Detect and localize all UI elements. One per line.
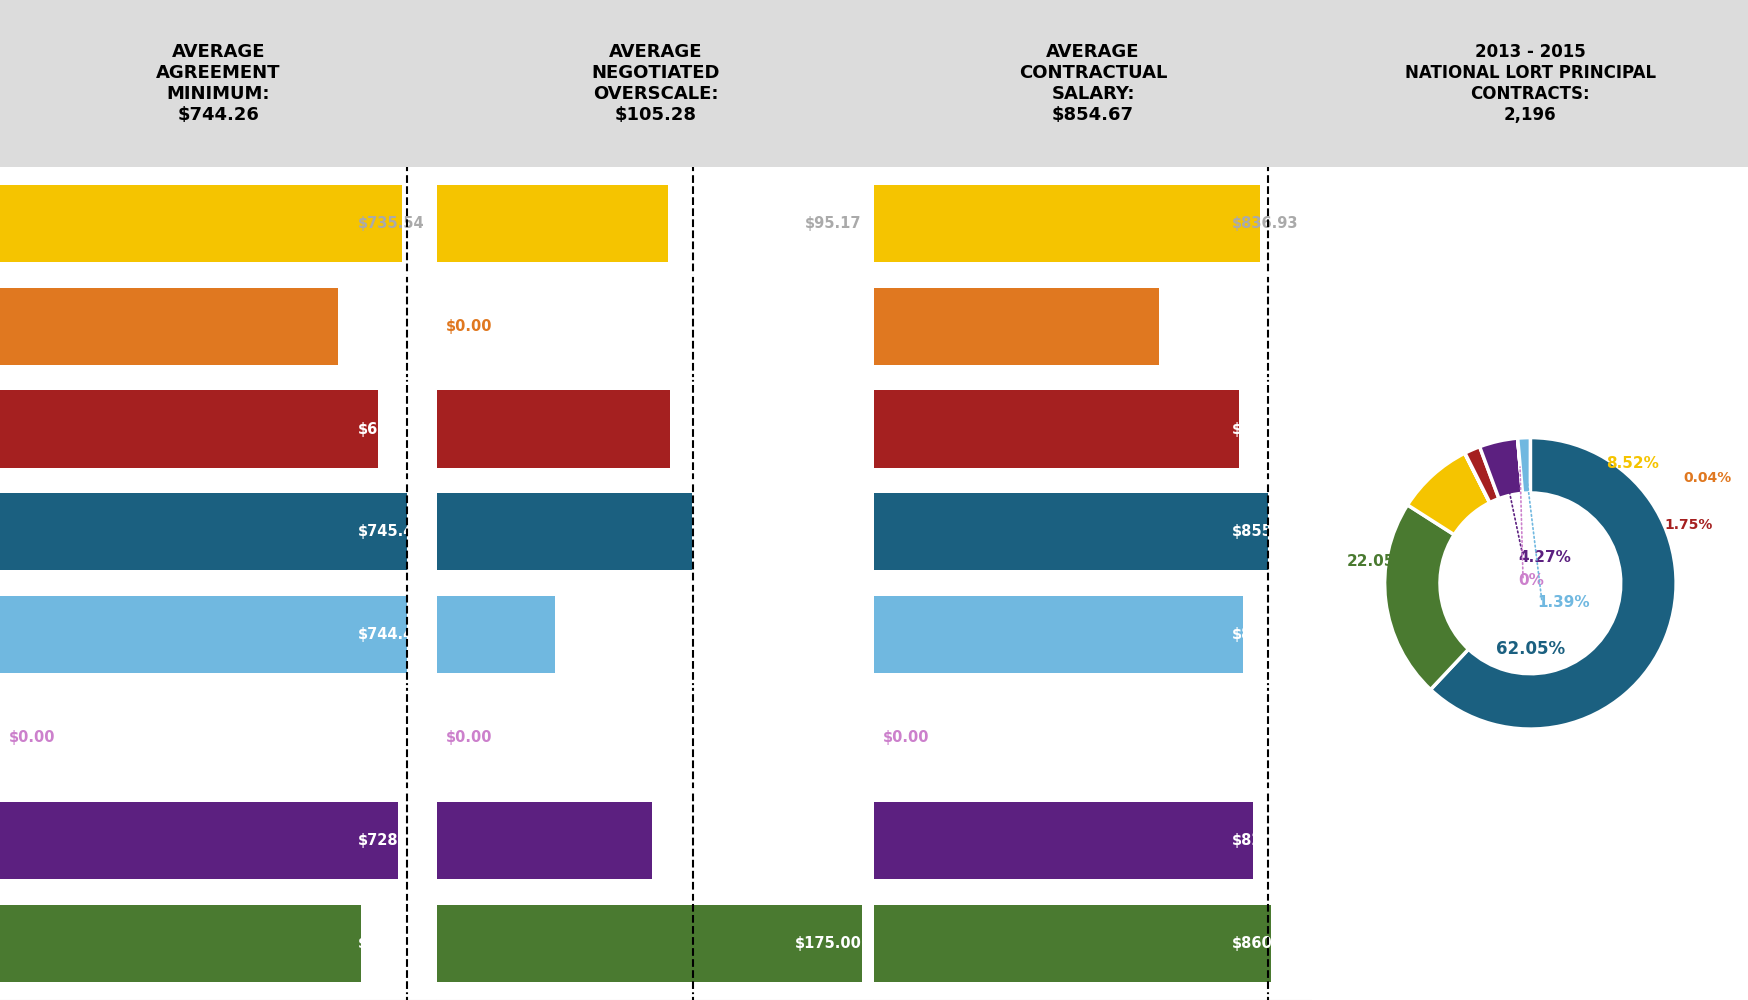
Text: $822.32: $822.32 bbox=[1231, 833, 1297, 848]
Text: $0.00: $0.00 bbox=[446, 319, 493, 334]
Text: $745.44: $745.44 bbox=[357, 524, 423, 539]
Text: $0.00: $0.00 bbox=[9, 730, 56, 745]
Text: $836.93: $836.93 bbox=[1231, 216, 1297, 231]
Bar bbox=[874, 390, 1238, 468]
Bar bbox=[437, 596, 554, 673]
Bar bbox=[874, 596, 1243, 673]
Bar bbox=[874, 288, 1159, 365]
Text: $175.00: $175.00 bbox=[794, 936, 862, 951]
Text: 2013 - 2015
NATIONAL LORT PRINCIPAL
CONTRACTS:
2,196: 2013 - 2015 NATIONAL LORT PRINCIPAL CONT… bbox=[1404, 43, 1655, 124]
Bar bbox=[874, 185, 1259, 262]
Text: $661.34: $661.34 bbox=[357, 936, 423, 951]
Text: $744.47: $744.47 bbox=[358, 627, 423, 642]
Bar bbox=[0, 390, 378, 468]
Text: $735.54: $735.54 bbox=[357, 216, 423, 231]
Text: $691.87: $691.87 bbox=[357, 422, 423, 437]
Bar bbox=[0, 596, 407, 673]
Bar bbox=[0, 288, 337, 365]
Text: $95.17: $95.17 bbox=[804, 216, 862, 231]
Bar bbox=[0, 905, 362, 982]
Text: $728.24: $728.24 bbox=[357, 833, 423, 848]
Text: $800.48: $800.48 bbox=[1231, 627, 1297, 642]
Bar bbox=[0, 185, 402, 262]
Text: $791.85: $791.85 bbox=[1231, 422, 1297, 437]
Text: $95.90: $95.90 bbox=[804, 422, 862, 437]
Text: $860.98: $860.98 bbox=[1231, 936, 1297, 951]
Text: $0.00: $0.00 bbox=[883, 730, 930, 745]
Bar bbox=[874, 905, 1271, 982]
Text: AVERAGE
AGREEMENT
MINIMUM:
$744.26: AVERAGE AGREEMENT MINIMUM: $744.26 bbox=[156, 43, 281, 124]
Text: $104.95: $104.95 bbox=[794, 524, 862, 539]
Bar bbox=[874, 802, 1252, 879]
Text: $88.49: $88.49 bbox=[804, 833, 862, 848]
Text: $0.00: $0.00 bbox=[446, 730, 493, 745]
Bar bbox=[437, 802, 652, 879]
Bar bbox=[437, 493, 692, 570]
Bar bbox=[0, 802, 399, 879]
Bar bbox=[437, 185, 668, 262]
Bar bbox=[437, 390, 669, 468]
Text: $618.00: $618.00 bbox=[1231, 319, 1297, 334]
Bar bbox=[0, 493, 407, 570]
Text: AVERAGE
CONTRACTUAL
SALARY:
$854.67: AVERAGE CONTRACTUAL SALARY: $854.67 bbox=[1019, 43, 1166, 124]
Bar bbox=[874, 493, 1267, 570]
Text: $48.49: $48.49 bbox=[804, 627, 862, 642]
Bar bbox=[437, 905, 862, 982]
Text: $855.63: $855.63 bbox=[1231, 524, 1297, 539]
Text: AVERAGE
NEGOTIATED
OVERSCALE:
$105.28: AVERAGE NEGOTIATED OVERSCALE: $105.28 bbox=[591, 43, 720, 124]
Text: $618.00: $618.00 bbox=[357, 319, 423, 334]
